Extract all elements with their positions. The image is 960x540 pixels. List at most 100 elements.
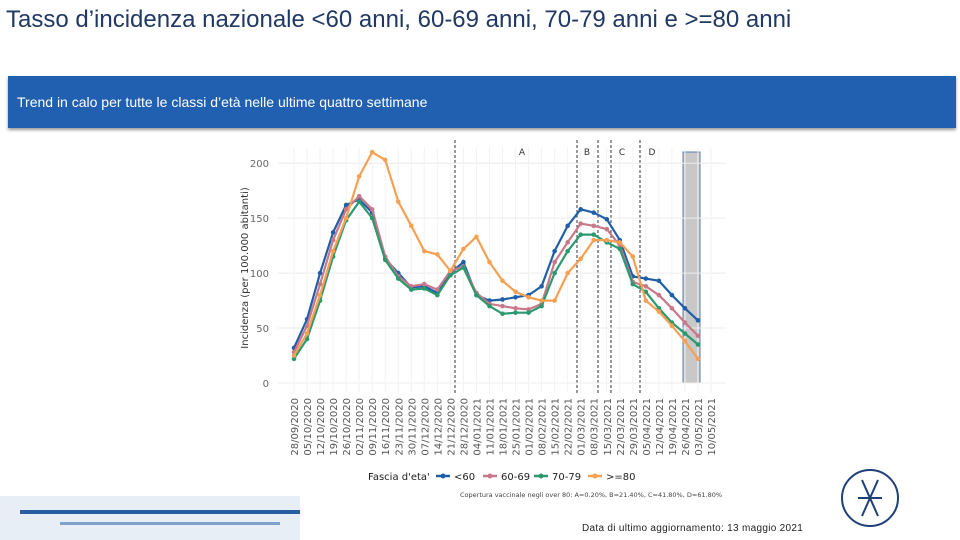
data-point <box>604 216 610 222</box>
data-point <box>500 297 505 302</box>
data-point <box>682 320 688 325</box>
data-point <box>422 286 427 291</box>
data-point <box>500 303 505 309</box>
data-point <box>539 303 544 309</box>
data-point <box>656 309 662 314</box>
data-point <box>317 270 323 276</box>
data-point <box>526 307 531 312</box>
data-point <box>435 252 440 257</box>
x-tick-label: 12/04/2021 <box>655 398 666 456</box>
data-point <box>356 193 362 199</box>
data-point <box>578 207 583 212</box>
x-tick-label: 22/02/2021 <box>564 398 575 456</box>
data-point <box>656 292 662 298</box>
data-point <box>487 303 492 309</box>
data-point <box>330 237 336 243</box>
x-tick-label: 05/04/2021 <box>642 398 653 456</box>
annotation: A <box>519 148 526 158</box>
annotation: B <box>584 148 590 158</box>
data-point <box>656 278 662 284</box>
x-tick-label: 04/01/2021 <box>472 398 483 456</box>
x-tick-label: 15/03/2021 <box>603 398 614 456</box>
data-point <box>317 281 323 287</box>
series-line <box>293 150 699 360</box>
data-point <box>500 311 505 317</box>
data-point <box>539 283 544 289</box>
data-point <box>369 215 375 221</box>
x-tick-label: 28/12/2020 <box>459 398 470 456</box>
data-point <box>682 338 688 344</box>
data-point <box>617 240 623 245</box>
legend-dot <box>440 473 446 479</box>
x-tick-label: 01/02/2021 <box>525 398 536 456</box>
data-point <box>695 333 701 339</box>
x-tick-label: 09/11/2020 <box>368 398 379 456</box>
data-point <box>643 283 649 289</box>
data-point <box>630 254 636 259</box>
data-point <box>591 210 597 215</box>
decor-line <box>20 510 300 514</box>
x-tick-label: 03/05/2021 <box>694 398 705 456</box>
decor-line <box>60 522 280 525</box>
data-point <box>395 199 401 204</box>
data-point <box>422 248 427 254</box>
data-point <box>513 294 518 300</box>
banner-text: Trend in calo per tutte le classi d’età … <box>17 94 428 110</box>
data-point <box>291 356 297 362</box>
y-tick-label: 50 <box>256 324 269 335</box>
data-point <box>669 323 675 329</box>
series-line <box>293 199 699 360</box>
x-tick-label: 15/02/2021 <box>551 398 562 456</box>
y-tick-label: 200 <box>250 159 269 170</box>
x-tick-label: 19/10/2020 <box>329 398 340 456</box>
data-point <box>578 256 583 262</box>
x-tick-label: 07/12/2020 <box>420 398 431 456</box>
x-tick-label: 21/12/2020 <box>446 398 457 456</box>
slide-title: Tasso d’incidenza nazionale <60 anni, 60… <box>6 6 792 33</box>
data-point <box>513 310 518 315</box>
decoration <box>0 469 899 540</box>
data-point <box>526 294 531 300</box>
x-tick-label: 16/11/2020 <box>381 398 392 456</box>
data-point <box>591 237 597 243</box>
legend-title: Fascia d'eta' <box>368 472 430 483</box>
x-tick-label: 12/10/2020 <box>316 398 327 456</box>
x-tick-label: 19/04/2021 <box>668 398 679 456</box>
data-point <box>695 356 701 362</box>
data-point <box>435 287 440 292</box>
data-point <box>591 232 597 237</box>
x-tick-label: 05/10/2020 <box>303 398 314 456</box>
data-point <box>552 298 557 303</box>
legend-label: 60-69 <box>501 472 530 483</box>
data-point <box>487 259 492 265</box>
x-tick-label: 29/03/2021 <box>629 398 640 456</box>
data-point <box>474 234 479 240</box>
data-point <box>695 342 701 347</box>
data-point <box>604 226 610 232</box>
annotation: D <box>649 148 656 158</box>
data-point <box>669 292 675 298</box>
data-point <box>500 278 505 284</box>
data-point <box>317 292 323 298</box>
decor-strip <box>0 496 300 540</box>
data-point <box>435 292 440 298</box>
y-tick-label: 0 <box>263 379 269 390</box>
data-point <box>526 310 531 315</box>
data-point <box>461 259 466 265</box>
data-point <box>630 281 636 287</box>
x-tick-label: 18/01/2021 <box>499 398 510 456</box>
legend-label: >=80 <box>606 472 635 483</box>
data-point <box>382 257 388 263</box>
data-point <box>617 246 623 252</box>
data-point <box>682 331 688 336</box>
data-point <box>565 223 570 229</box>
legend-dot <box>538 473 544 479</box>
data-point <box>330 248 336 254</box>
x-tick-label: 08/03/2021 <box>590 398 601 456</box>
x-tick-label: 30/11/2020 <box>407 398 418 456</box>
annotation: C <box>619 148 625 158</box>
data-point <box>343 202 349 208</box>
x-tick-label: 23/11/2020 <box>394 398 405 456</box>
legend-label: <60 <box>454 472 475 483</box>
